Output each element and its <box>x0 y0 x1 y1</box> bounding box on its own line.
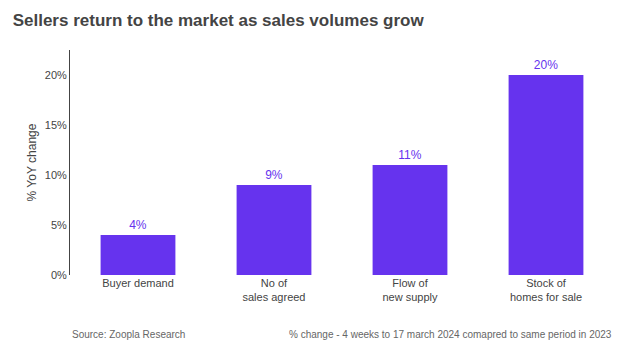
svg-text:20%: 20% <box>534 58 558 72</box>
svg-text:0%: 0% <box>51 269 67 281</box>
svg-text:No ofsales agreed: No ofsales agreed <box>243 277 306 303</box>
svg-text:Stock ofhomes for sale: Stock ofhomes for sale <box>510 277 582 303</box>
svg-text:Buyer demand: Buyer demand <box>102 277 174 289</box>
svg-text:10%: 10% <box>45 169 67 181</box>
svg-text:% change - 4 weeks to 17 march: % change - 4 weeks to 17 march 2024 coma… <box>289 329 612 340</box>
svg-text:15%: 15% <box>45 119 67 131</box>
svg-text:5%: 5% <box>51 219 67 231</box>
svg-text:% YoY change: % YoY change <box>25 123 39 201</box>
svg-text:20%: 20% <box>45 69 67 81</box>
svg-text:Source: Zoopla Research: Source: Zoopla Research <box>72 329 185 340</box>
svg-text:4%: 4% <box>129 218 147 232</box>
svg-text:9%: 9% <box>265 168 283 182</box>
svg-text:Flow ofnew supply: Flow ofnew supply <box>382 277 438 303</box>
svg-text:11%: 11% <box>398 148 421 162</box>
svg-text:Sellers return to the market a: Sellers return to the market as sales vo… <box>13 11 425 30</box>
